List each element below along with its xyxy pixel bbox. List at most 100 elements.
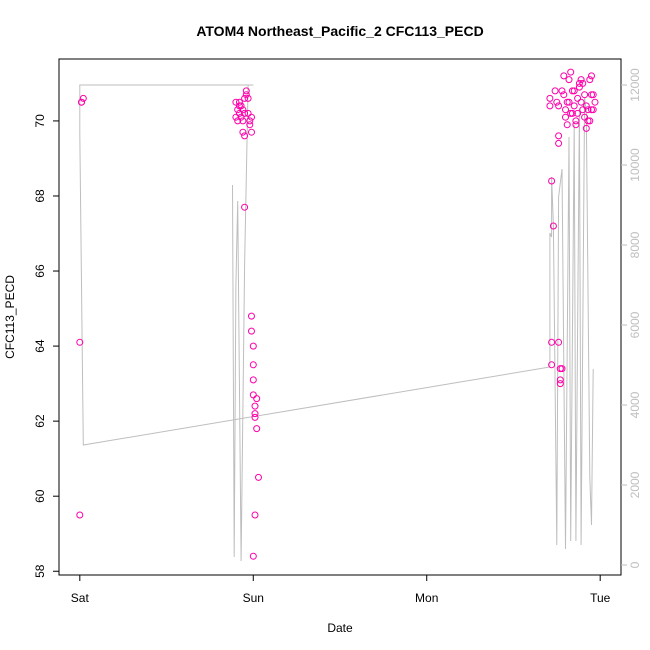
y-tick-label: 58: [33, 564, 47, 578]
data-point: [563, 121, 571, 129]
secondary-lines: [79, 84, 594, 562]
data-point: [249, 361, 257, 369]
data-point: [242, 91, 250, 99]
data-point: [237, 102, 245, 110]
data-point: [558, 365, 566, 373]
data-point: [567, 68, 575, 76]
data-point: [232, 98, 240, 106]
data-point: [582, 124, 590, 132]
data-point: [565, 76, 573, 84]
data-point: [591, 98, 599, 106]
data-point: [588, 72, 595, 80]
data-point: [78, 98, 85, 106]
data-point: [589, 91, 597, 99]
data-point: [572, 117, 580, 125]
data-point: [562, 113, 569, 121]
data-point: [586, 117, 594, 125]
data-point: [560, 91, 568, 99]
series-line: [232, 84, 249, 562]
data-point: [577, 98, 585, 106]
data-point: [253, 425, 261, 433]
data-point: [249, 342, 257, 350]
data-point: [249, 552, 257, 560]
data-point: [553, 98, 561, 106]
series-line: [79, 84, 594, 550]
data-point: [548, 177, 556, 185]
data-point: [246, 121, 254, 129]
data-points: [76, 68, 599, 560]
data-point: [560, 72, 568, 80]
data-point: [574, 94, 582, 102]
y-axis-right: 0 2000 4000 6000 8000 10000 12000: [621, 68, 642, 568]
data-point: [241, 109, 249, 117]
data-point: [581, 91, 589, 99]
y-tick-label: 66: [33, 264, 47, 278]
y-tick-label: 62: [33, 414, 47, 428]
data-point: [574, 109, 582, 117]
y-tick-label: 60: [33, 489, 47, 503]
data-point: [555, 132, 563, 140]
data-point: [241, 203, 249, 211]
y2-tick-label: 0: [628, 561, 642, 568]
data-point: [562, 106, 569, 114]
data-point: [248, 327, 255, 335]
y-tick-label: 68: [33, 189, 47, 203]
y2-tick-label: 12000: [628, 68, 642, 102]
x-tick-label: Mon: [415, 591, 438, 605]
data-point: [548, 361, 556, 369]
data-point: [546, 102, 554, 110]
data-point: [251, 413, 259, 421]
data-point: [572, 121, 580, 129]
data-point: [551, 87, 559, 95]
data-point: [241, 94, 249, 102]
data-point: [556, 376, 564, 384]
data-point: [548, 338, 556, 346]
data-point: [589, 106, 597, 114]
data-point: [584, 106, 592, 114]
data-point: [251, 410, 259, 418]
x-axis: Sat Sun Mon Tue: [71, 575, 611, 605]
data-point: [248, 312, 255, 320]
data-point: [242, 87, 250, 95]
data-point: [237, 113, 245, 121]
data-point: [241, 132, 249, 140]
y-tick-label: 64: [33, 339, 47, 353]
data-point: [575, 79, 583, 87]
data-point: [577, 76, 585, 84]
x-tick-label: Sat: [71, 591, 90, 605]
data-point: [579, 106, 587, 114]
data-point: [251, 511, 259, 519]
y2-tick-label: 10000: [628, 148, 642, 182]
data-point: [555, 139, 563, 147]
data-point: [249, 376, 257, 384]
data-point: [570, 102, 578, 110]
data-point: [239, 117, 247, 125]
plot-area-frame: [58, 58, 622, 576]
chart-title: ATOM4 Northeast_Pacific_2 CFC113_PECD: [196, 23, 483, 39]
x-tick-label: Sun: [243, 591, 264, 605]
data-point: [239, 106, 247, 114]
data-point: [232, 113, 240, 121]
data-point: [575, 83, 583, 91]
data-point: [235, 109, 243, 117]
data-point: [586, 76, 594, 84]
y-axis-left: 58 60 62 64 66 68 70: [33, 114, 59, 578]
data-point: [556, 380, 564, 388]
data-point: [253, 395, 261, 403]
data-point: [251, 402, 259, 410]
data-point: [246, 117, 254, 125]
data-point: [546, 94, 554, 102]
y-tick-label: 70: [33, 114, 47, 128]
data-point: [249, 391, 257, 399]
data-point: [76, 511, 84, 519]
data-point: [248, 128, 255, 136]
data-point: [579, 79, 587, 87]
y2-tick-label: 8000: [628, 231, 642, 258]
x-tick-label: Tue: [590, 591, 611, 605]
y2-tick-label: 2000: [628, 471, 642, 498]
x-axis-label: Date: [327, 621, 353, 635]
data-point: [581, 113, 589, 121]
y-axis-label: CFC113_PECD: [3, 275, 17, 359]
data-point: [244, 94, 252, 102]
